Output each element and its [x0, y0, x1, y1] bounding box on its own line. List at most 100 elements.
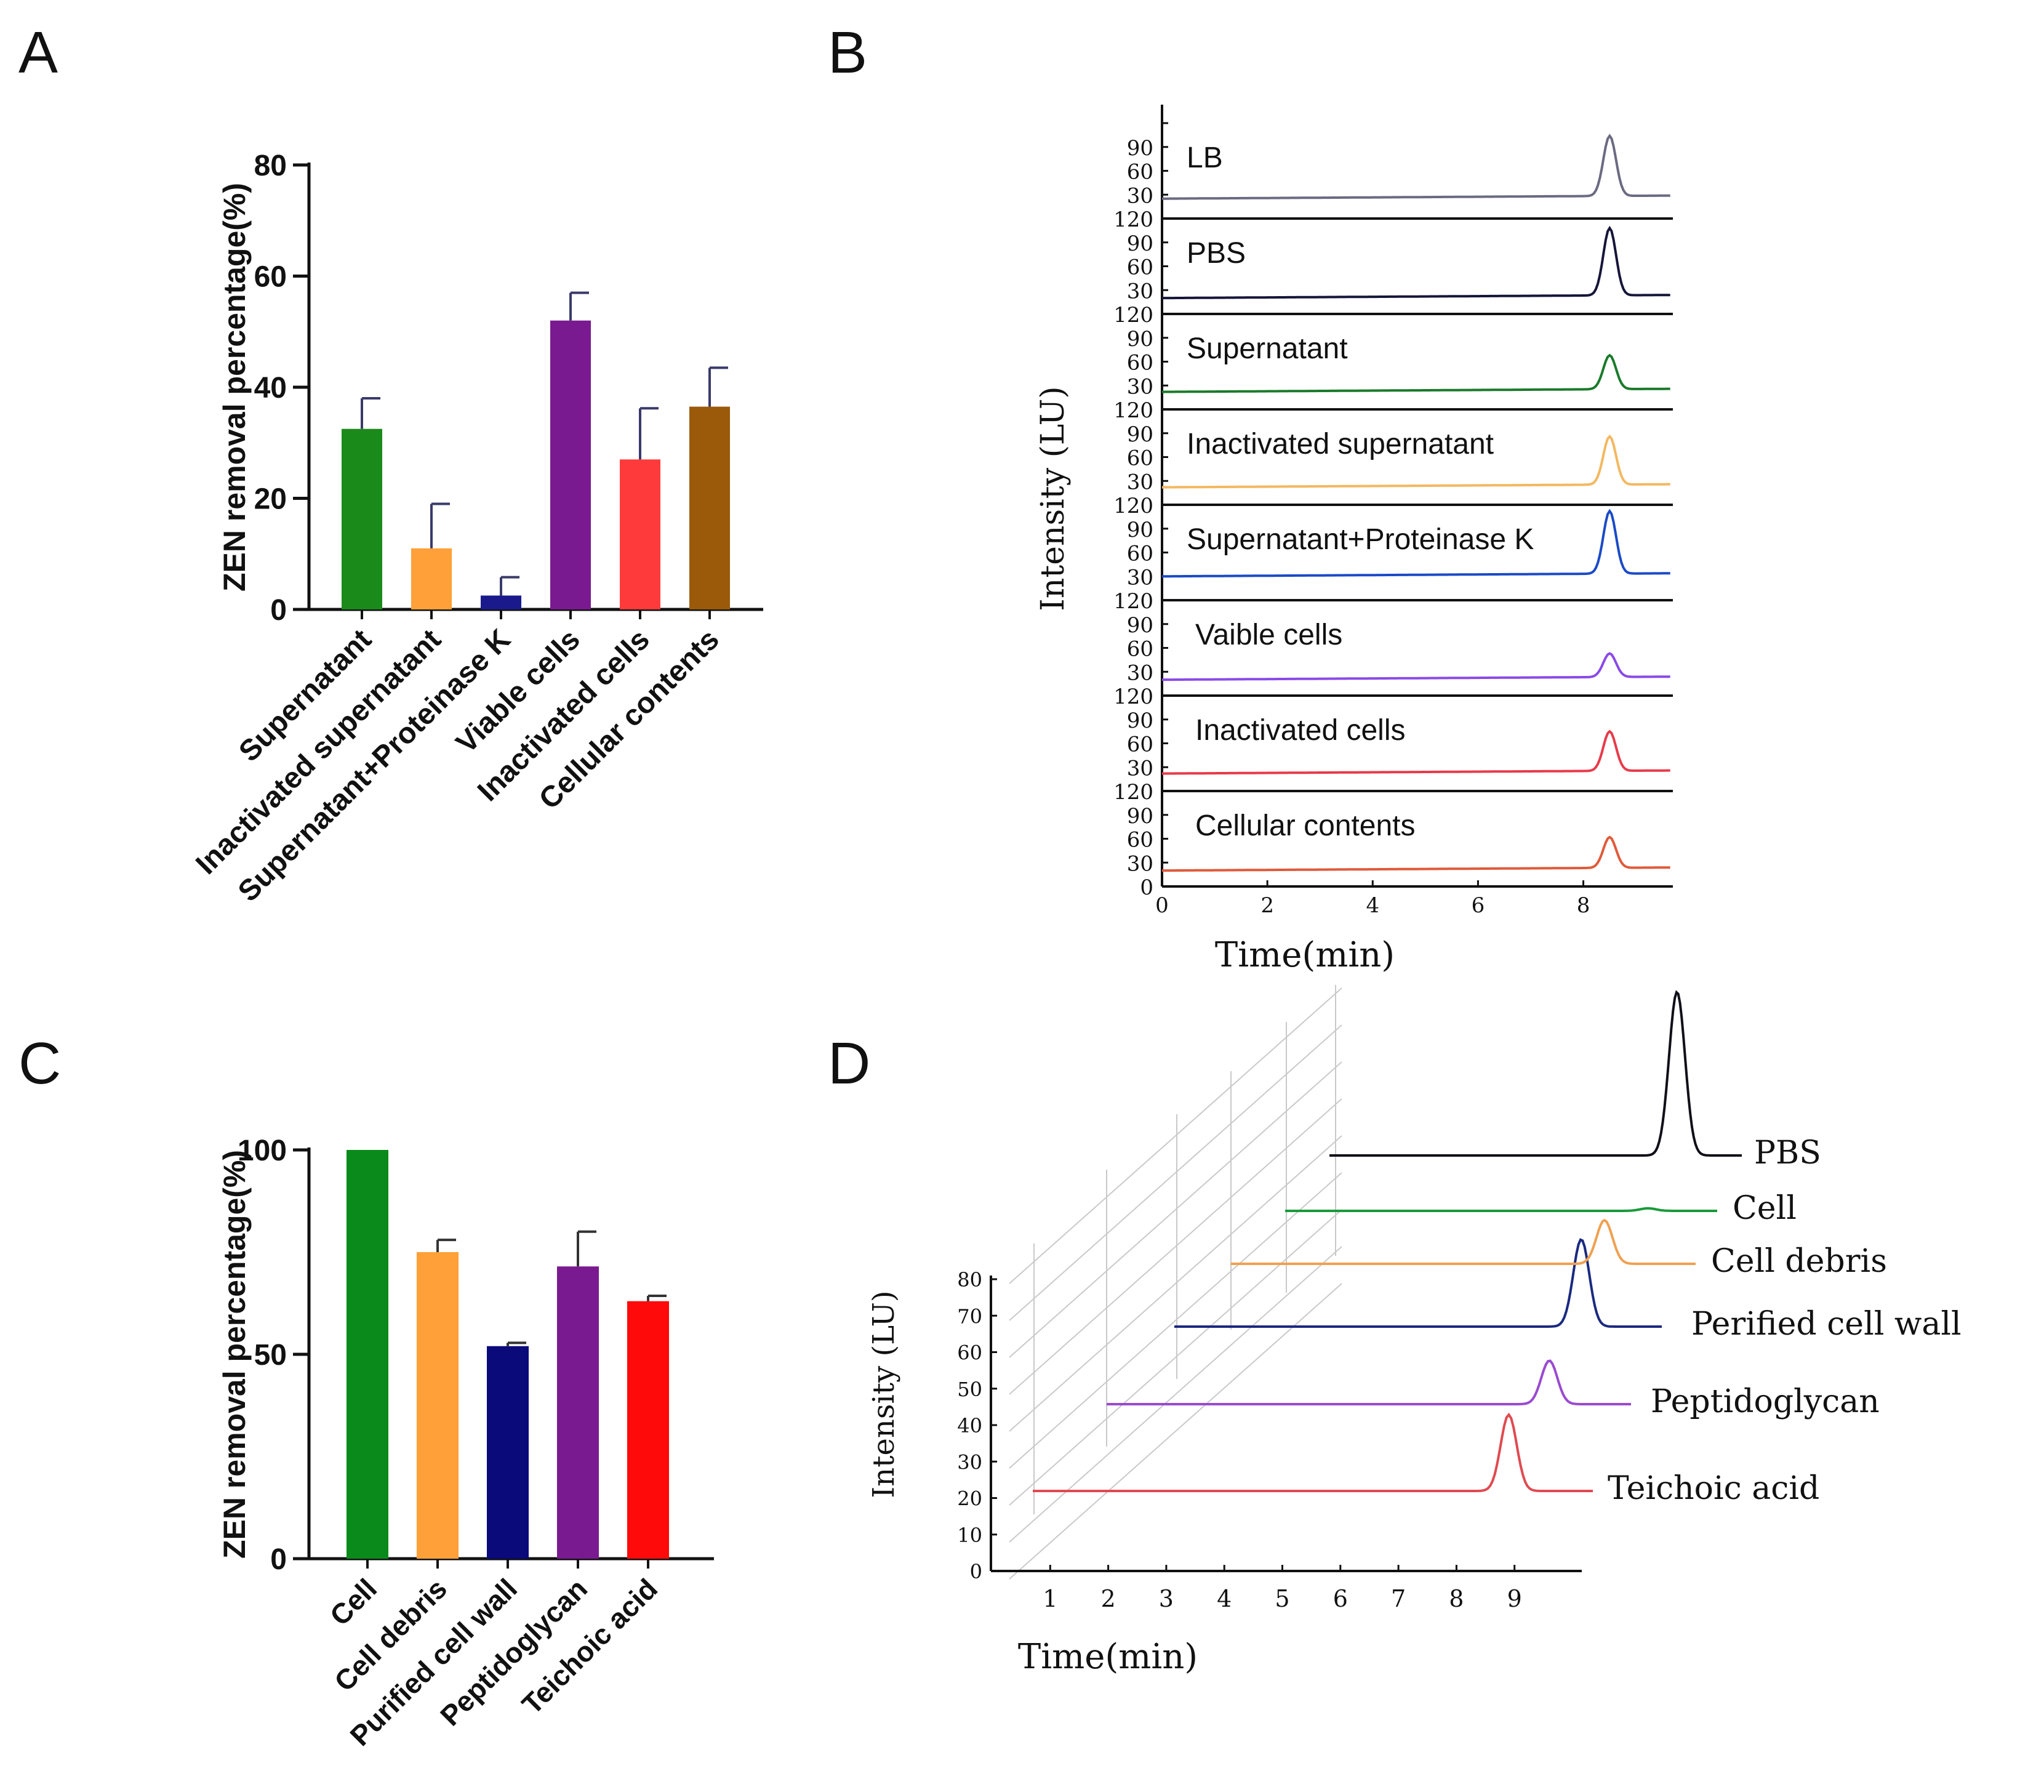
y-tick-label: 90 [1127, 804, 1153, 829]
y-tick-label: 60 [1127, 733, 1153, 757]
trace-perified-cell-wall [1174, 1238, 1662, 1328]
y-tick-label: 10 [957, 1524, 982, 1547]
y-tick-label: 0 [1140, 875, 1153, 900]
x-tick-label: 3 [1159, 1585, 1174, 1612]
panel-letter-d: D [828, 1031, 870, 1096]
y-tick-label: 40 [957, 1414, 982, 1437]
y-tick-label: 30 [1127, 183, 1153, 208]
x-axis-title: Time(min) [1215, 935, 1395, 975]
y-tick-label: 70 [957, 1304, 982, 1328]
y-tick-label: 30 [1127, 470, 1153, 494]
trace-label-lb: LB [1187, 142, 1223, 174]
trace-label-supernatant-proteinase-k: Supernatant+Proteinase K [1187, 523, 1534, 556]
trace-label-inactivated-supernatant: Inactivated supernatant [1187, 428, 1494, 460]
y-tick-label: 30 [1127, 661, 1153, 685]
y-tick-label: 120 [1113, 207, 1153, 232]
y-tick-label: 90 [1127, 518, 1153, 542]
panel-d-chart: 0 10 20 30 40 50 60 70 80 1 2 3 4 5 6 7 8 9 Time(min) Inten… [867, 985, 1962, 1677]
x-axis-title: Time(min) [1018, 1637, 1198, 1677]
y-tick-label: 20 [254, 483, 287, 516]
y-tick-label: 60 [1127, 160, 1153, 185]
y-tick-label: 90 [1127, 709, 1153, 733]
y-tick-label: 40 [254, 372, 287, 404]
bar-cell-debris [417, 1252, 459, 1559]
y-tick-label: 50 [957, 1378, 982, 1401]
y-tick-label: 90 [1127, 231, 1153, 256]
x-tick-label: 5 [1275, 1585, 1289, 1612]
x-tick-label: 8 [1577, 893, 1590, 918]
x-tick-label: 9 [1507, 1585, 1522, 1612]
y-tick-label: 80 [254, 150, 287, 182]
y-tick-label: 30 [957, 1450, 982, 1474]
trace-label-supernatant: Supernatant [1187, 332, 1348, 365]
y-tick-label: 60 [1127, 351, 1153, 376]
y-tick-label: 30 [1127, 374, 1153, 399]
trace-teichoic-acid [1033, 1412, 1593, 1492]
depth-guide-line [1009, 1283, 1342, 1580]
panel-letter-a: A [18, 20, 58, 86]
y-tick-label: 60 [1127, 542, 1153, 566]
y-tick-label: 60 [957, 1341, 982, 1365]
y-tick-label: 60 [1127, 828, 1153, 853]
y-tick-label: 120 [1113, 398, 1153, 423]
trace-cell [1285, 1207, 1717, 1212]
y-tick-label: 90 [1127, 327, 1153, 352]
trace-pbs [1161, 225, 1670, 300]
x-tick-label: 2 [1101, 1585, 1116, 1612]
y-axis-title: ZEN removal percentage(%) [217, 1150, 252, 1559]
trace-label-peptidoglycan: Peptidoglycan [1651, 1383, 1880, 1420]
bar-peptidoglycan [557, 1266, 599, 1559]
y-tick-label: 120 [1113, 780, 1153, 805]
trace-cellular-contents [1161, 835, 1670, 872]
x-tick-label: 1 [1043, 1585, 1057, 1612]
trace-pbs [1329, 990, 1742, 1157]
y-tick-label: 0 [970, 1560, 982, 1583]
trace-label-teichoic-acid: Teichoic acid [1608, 1470, 1819, 1507]
y-tick-label: 120 [1113, 685, 1153, 709]
x-tick-label: 2 [1260, 893, 1274, 918]
trace-label-vaible-cells: Vaible cells [1195, 619, 1342, 651]
y-axis-title: ZEN removal percentage(%) [217, 183, 252, 592]
bar-supernatant-proteinase-k [481, 595, 521, 609]
y-tick-label: 0 [270, 594, 287, 627]
bar-inactivated-supernatant [411, 548, 452, 609]
bar-purified-cell-wall [487, 1346, 529, 1559]
y-tick-label: 60 [1127, 255, 1153, 280]
bar-viable-cells [550, 320, 591, 609]
y-axis-title: Intensity (LU) [867, 1290, 901, 1498]
y-tick-label: 30 [1127, 279, 1153, 303]
trace-supernatant-proteinase-k [1161, 508, 1670, 578]
bar-cellular-contents [689, 406, 730, 609]
y-tick-label: 90 [1127, 613, 1153, 638]
x-tick-label: 4 [1366, 893, 1379, 918]
trace-label-cell: Cell [1733, 1190, 1797, 1227]
x-tick-label: 0 [1155, 893, 1169, 918]
trace-label-perified-cell-wall: Perified cell wall [1691, 1306, 1962, 1343]
y-tick-label: 50 [254, 1339, 287, 1372]
y-tick-label: 80 [957, 1268, 982, 1292]
bar-supernatant [342, 428, 382, 609]
y-tick-label: 120 [1113, 303, 1153, 327]
x-tick-label: 6 [1333, 1585, 1348, 1612]
panel-letter-c: C [18, 1031, 61, 1096]
trace-label-cellular-contents: Cellular contents [1195, 810, 1416, 842]
bar-cell [347, 1150, 388, 1559]
y-tick-label: 90 [1127, 422, 1153, 447]
trace-label-inactivated-cells: Inactivated cells [1195, 714, 1406, 747]
panel-letter-b: B [828, 20, 867, 86]
trace-label-cell-debris: Cell debris [1711, 1243, 1887, 1280]
depth-guide-line [1009, 1246, 1342, 1543]
x-tick-label: 6 [1472, 893, 1485, 918]
y-tick-label: 60 [254, 261, 287, 294]
x-tick-label: 7 [1391, 1585, 1406, 1612]
bar-inactivated-cells [620, 459, 660, 609]
y-tick-label: 90 [1127, 136, 1153, 161]
y-tick-label: 100 [238, 1135, 287, 1167]
trace-supernatant [1162, 353, 1670, 393]
y-tick-label: 0 [270, 1543, 287, 1576]
trace-cell-debris [1231, 1218, 1696, 1265]
y-tick-label: 120 [1113, 589, 1153, 614]
